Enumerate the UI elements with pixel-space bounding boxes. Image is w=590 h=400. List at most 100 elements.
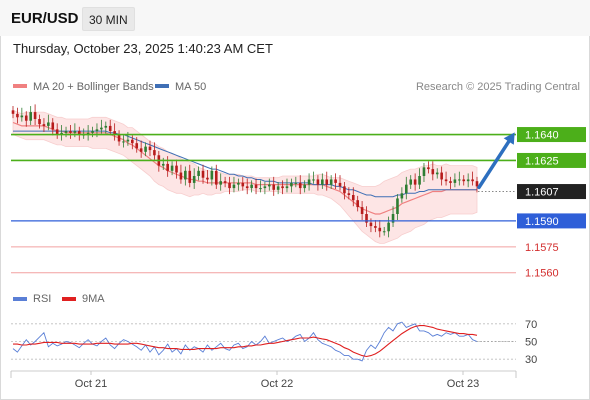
candle-body: [73, 131, 77, 133]
candle: [51, 118, 55, 136]
candle: [440, 166, 443, 186]
timeframe-badge[interactable]: 30 MIN: [82, 7, 135, 31]
candle-body: [418, 176, 421, 185]
candle-body: [29, 112, 32, 121]
ma20-legend-swatch: [13, 84, 27, 88]
candle: [409, 175, 413, 189]
candle-body: [458, 179, 461, 181]
candle-body: [281, 186, 284, 189]
candle: [223, 176, 227, 188]
candle-body: [86, 132, 90, 135]
candle-body: [387, 222, 390, 232]
level-tag-1.1590: [517, 213, 586, 229]
candle: [356, 195, 359, 212]
candle-body: [462, 179, 466, 182]
candle: [64, 126, 68, 138]
candle: [148, 140, 152, 157]
candle-body: [139, 148, 143, 152]
candle: [60, 125, 63, 141]
candle-body: [285, 186, 289, 189]
candle-body: [100, 127, 103, 130]
candle: [42, 118, 46, 132]
candle: [325, 171, 329, 191]
candle-body: [321, 179, 324, 185]
candle-body: [179, 172, 183, 180]
instrument-symbol: EUR/USD: [11, 10, 79, 27]
candle-body: [325, 179, 329, 185]
candle: [214, 164, 218, 189]
candle: [55, 123, 59, 139]
candle: [113, 123, 116, 141]
candle-body: [422, 167, 426, 176]
candle: [431, 161, 435, 181]
candle-body: [210, 170, 214, 180]
x-tick-label: Oct 22: [261, 378, 293, 390]
candle: [329, 175, 333, 189]
candle-body: [268, 184, 271, 187]
candle-body: [245, 186, 249, 189]
candle-body: [38, 119, 41, 125]
candle: [210, 166, 214, 186]
candle-body: [444, 179, 448, 182]
candle-body: [16, 113, 19, 118]
candle: [321, 173, 324, 189]
candle: [77, 126, 81, 141]
candle-body: [113, 131, 116, 135]
candle-body: [77, 131, 81, 135]
level-label-1.1625: 1.1625: [525, 155, 559, 167]
candle: [444, 171, 448, 186]
candle: [91, 126, 94, 138]
candle-body: [303, 184, 306, 189]
candle: [47, 114, 50, 131]
candle-body: [144, 146, 147, 152]
rsi-tick-label: 50: [525, 337, 537, 349]
candle: [347, 187, 351, 200]
candle-body: [466, 179, 470, 182]
candle: [466, 173, 470, 188]
candle-body: [263, 186, 267, 189]
main-legend: MA 20 + Bollinger Bands MA 50 Research ©…: [13, 81, 580, 93]
x-axis: Oct 21 Oct 22 Oct 23: [10, 370, 517, 390]
candle: [16, 107, 19, 124]
candle: [360, 201, 364, 221]
candle-body: [369, 222, 373, 227]
rsi-ma-legend-label: 9MA: [82, 293, 105, 305]
candle-body: [131, 139, 134, 144]
candle: [254, 178, 258, 195]
candle: [33, 104, 37, 126]
candle: [38, 114, 41, 129]
candle-body: [33, 112, 37, 119]
forecast-arrow-head: [503, 132, 515, 145]
candle-body: [290, 182, 293, 187]
candle: [232, 176, 236, 193]
candle-body: [148, 146, 152, 151]
ma50-legend-swatch: [155, 84, 169, 88]
candle-body: [104, 125, 108, 128]
candle-body: [223, 181, 227, 183]
rsi-line: [12, 321, 478, 362]
candle: [422, 163, 426, 183]
candle: [435, 168, 439, 179]
candle: [153, 142, 156, 160]
candle-body: [219, 181, 222, 185]
candle-body: [400, 193, 404, 199]
candle-body: [201, 170, 205, 178]
candle: [86, 125, 90, 141]
candle-body: [135, 143, 139, 149]
candle: [413, 173, 417, 191]
candle-body: [166, 163, 169, 171]
candle-body: [343, 186, 346, 194]
candle-body: [435, 172, 439, 175]
candle-body: [250, 184, 253, 189]
rsi-pane: 70 50 30: [11, 319, 537, 366]
candle: [263, 182, 267, 195]
candle-body: [232, 184, 236, 189]
candle: [316, 175, 320, 191]
candle: [201, 164, 205, 184]
candle: [206, 169, 209, 184]
candle: [400, 187, 404, 203]
forecast-arrow-shaft: [477, 134, 514, 190]
candle-body: [294, 182, 298, 184]
level-label-1.1560: 1.1560: [525, 268, 559, 280]
